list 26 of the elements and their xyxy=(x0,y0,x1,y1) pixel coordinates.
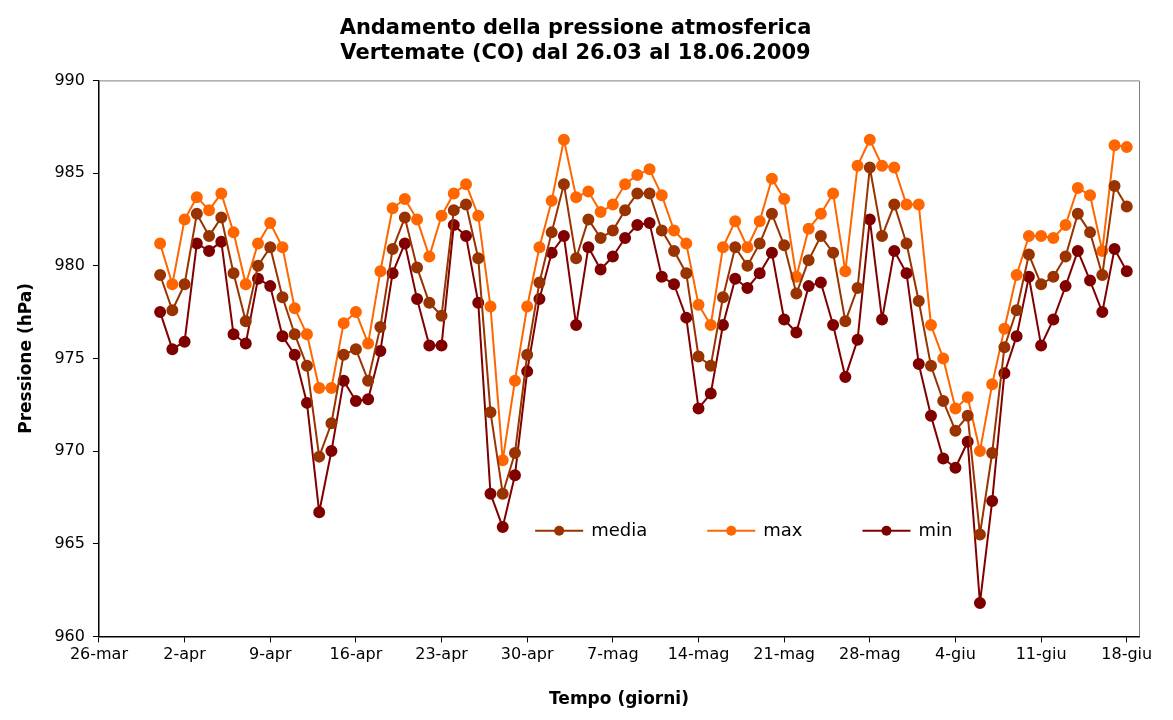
chart-title: Andamento della pressione atmosferica Vertemate (CO) dal 26.03 al 18.06.2009 xyxy=(339,15,812,65)
x-tick-label: 28-mag xyxy=(838,644,901,664)
x-tick-label: 11-giu xyxy=(1015,644,1067,664)
y-tick-label: 970 xyxy=(54,440,85,460)
legend-label: media xyxy=(591,519,648,541)
y-axis-title: Pressione (hPa) xyxy=(14,283,35,434)
y-tick-label: 990 xyxy=(54,69,85,89)
legend-label: max xyxy=(763,519,803,541)
x-tick-label: 26-mar xyxy=(69,644,129,664)
x-tick-label: 14-mag xyxy=(667,644,730,664)
x-tick-label: 30-apr xyxy=(500,644,554,664)
x-tick-label: 18-giu xyxy=(1101,644,1153,664)
x-tick-label: 4-giu xyxy=(935,644,976,664)
legend-label: min xyxy=(918,519,953,541)
x-tick-label: 7-mag xyxy=(587,644,639,664)
y-tick-label: 975 xyxy=(54,347,85,367)
x-tick-label: 23-apr xyxy=(415,644,469,664)
x-axis-title: Tempo (giorni) xyxy=(549,688,689,709)
y-tick-label: 965 xyxy=(54,532,85,552)
y-tick-label: 960 xyxy=(54,625,85,645)
x-tick-label: 16-apr xyxy=(329,644,383,664)
x-tick-label: 2-apr xyxy=(163,644,207,664)
y-tick-label: 980 xyxy=(54,254,85,274)
y-tick-label: 985 xyxy=(54,162,85,182)
x-tick-label: 9-apr xyxy=(248,644,292,664)
x-tick-label: 21-mag xyxy=(753,644,815,664)
